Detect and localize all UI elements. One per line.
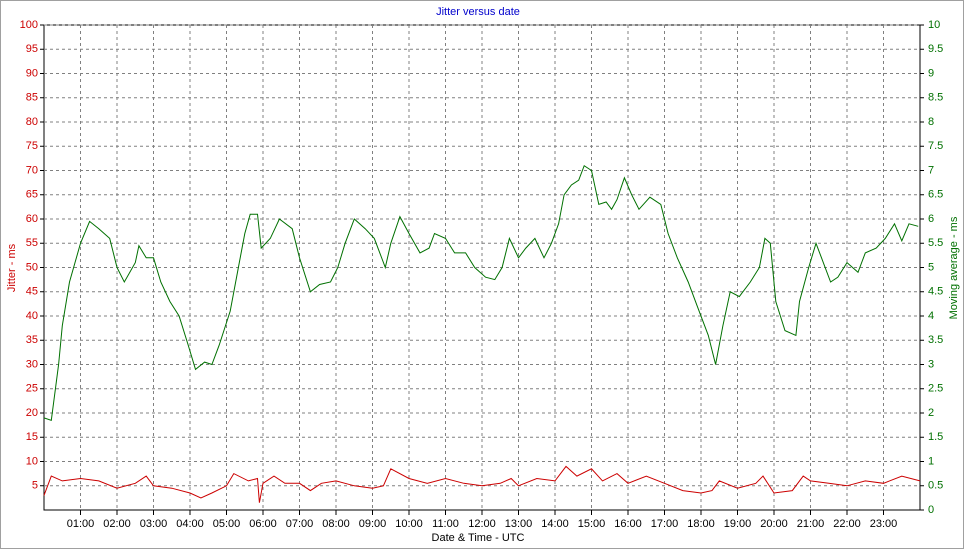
y-tick-label: 90 — [26, 67, 38, 79]
y2-tick-label: 9.5 — [928, 43, 943, 55]
x-tick-label: 16:00 — [614, 518, 642, 530]
x-tick-label: 06:00 — [249, 518, 277, 530]
y2-tick-label: 2 — [928, 407, 934, 419]
x-tick-label: 02:00 — [103, 518, 131, 530]
x-tick-label: 11:00 — [432, 518, 459, 530]
y2-tick-label: 6.5 — [928, 189, 943, 201]
y-tick-label: 85 — [26, 92, 38, 104]
x-tick-label: 04:00 — [176, 518, 204, 530]
y2-tick-label: 1.5 — [928, 431, 943, 443]
x-tick-label: 22:00 — [833, 518, 861, 530]
x-tick-label: 15:00 — [578, 518, 606, 530]
y-tick-label: 75 — [26, 140, 38, 152]
x-tick-label: 19:00 — [724, 518, 752, 530]
y-tick-label: 20 — [26, 407, 38, 419]
y-tick-label: 95 — [26, 43, 38, 55]
y2-tick-label: 8 — [928, 116, 934, 128]
y2-tick-label: 1 — [928, 455, 934, 467]
y2-tick-label: 7.5 — [928, 140, 943, 152]
y2-tick-label: 9 — [928, 67, 934, 79]
y-tick-label: 40 — [26, 310, 38, 322]
y-tick-label: 55 — [26, 237, 38, 249]
y2-tick-label: 5 — [928, 261, 934, 273]
y2-tick-label: 7 — [928, 164, 934, 176]
y-tick-label: 50 — [26, 261, 38, 273]
y-tick-label: 45 — [26, 286, 38, 298]
series-line — [43, 164, 919, 421]
chart-title: Jitter versus date — [436, 6, 520, 18]
y2-tick-label: 0 — [928, 504, 934, 516]
x-tick-label: 14:00 — [541, 518, 569, 530]
y-tick-label: 15 — [26, 431, 38, 443]
y-axis-title: Jitter - ms — [6, 243, 18, 292]
y2-tick-label: 4.5 — [928, 286, 943, 298]
x-tick-label: 09:00 — [359, 518, 387, 530]
x-tick-label: 01:00 — [67, 518, 95, 530]
x-tick-label: 20:00 — [760, 518, 788, 530]
y2-tick-label: 2.5 — [928, 383, 943, 395]
x-tick-label: 07:00 — [286, 518, 314, 530]
y-tick-label: 60 — [26, 213, 38, 225]
series-line — [43, 465, 921, 503]
y-tick-label: 70 — [26, 164, 38, 176]
y-tick-label: 35 — [26, 334, 38, 346]
y-tick-label: 80 — [26, 116, 38, 128]
x-tick-label: 21:00 — [797, 518, 825, 530]
y2-tick-label: 5.5 — [928, 237, 943, 249]
y2-tick-label: 10 — [928, 19, 940, 31]
y-tick-label: 100 — [20, 19, 38, 31]
y2-axis-title: Moving average - ms — [948, 216, 960, 319]
x-tick-label: 10:00 — [395, 518, 423, 530]
y-tick-label: 5 — [32, 480, 38, 492]
y2-tick-label: 4 — [928, 310, 934, 322]
x-tick-label: 08:00 — [322, 518, 350, 530]
y2-tick-label: 6 — [928, 213, 934, 225]
y2-tick-label: 3 — [928, 358, 934, 370]
y-tick-label: 10 — [26, 455, 38, 467]
y-tick-label: 30 — [26, 358, 38, 370]
x-tick-label: 03:00 — [140, 518, 168, 530]
y-tick-label: 65 — [26, 189, 38, 201]
y-tick-label: 25 — [26, 383, 38, 395]
y2-tick-label: 0.5 — [928, 480, 943, 492]
x-axis-title: Date & Time - UTC — [432, 532, 525, 544]
x-tick-label: 05:00 — [213, 518, 241, 530]
y2-tick-label: 3.5 — [928, 334, 943, 346]
x-tick-label: 12:00 — [468, 518, 496, 530]
x-tick-label: 18:00 — [687, 518, 715, 530]
y2-tick-label: 8.5 — [928, 92, 943, 104]
x-tick-label: 13:00 — [505, 518, 533, 530]
x-tick-label: 17:00 — [651, 518, 679, 530]
x-tick-label: 23:00 — [870, 518, 898, 530]
